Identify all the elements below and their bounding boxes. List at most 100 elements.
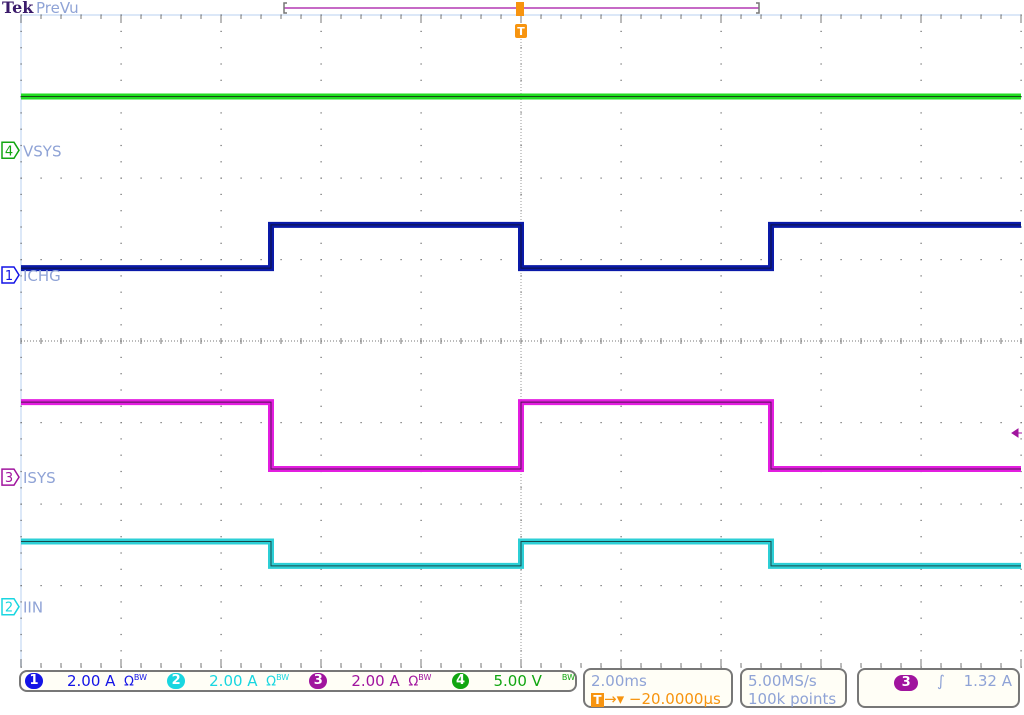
grid-dot <box>520 193 522 195</box>
grid-dot <box>920 405 922 407</box>
grid-dot <box>360 503 362 505</box>
grid-dot <box>640 177 642 179</box>
grid-dot <box>280 422 282 424</box>
grid-dot <box>720 422 722 424</box>
grid-dot <box>220 210 222 212</box>
grid-dot <box>600 177 602 179</box>
grid-dot <box>20 177 22 179</box>
grid-dot <box>20 519 22 521</box>
grid-dot <box>640 259 642 261</box>
grid-dot <box>800 503 802 505</box>
channel-3-badge[interactable]: 3 <box>309 673 328 689</box>
grid-dot <box>60 422 62 424</box>
channel-3-ground-marker[interactable]: 3 <box>1 468 20 486</box>
grid-dot <box>320 79 322 81</box>
timebase-readout[interactable]: 2.00ms T →▾ −20.0000µs <box>583 668 733 708</box>
grid-dot <box>920 275 922 277</box>
channel-2-ground-marker[interactable]: 2 <box>1 597 20 616</box>
grid-dot <box>820 389 822 391</box>
grid-dot <box>720 519 722 521</box>
grid-dot <box>420 633 422 636</box>
grid-dot <box>920 242 922 244</box>
grid-dot <box>220 291 222 293</box>
grid-dot <box>320 210 322 212</box>
grid-dot <box>1000 177 1002 179</box>
grid-dot <box>500 259 502 261</box>
grid-dot <box>720 177 722 179</box>
grid-dot <box>760 177 762 179</box>
grid-dot <box>720 666 722 668</box>
grid-dot <box>420 405 422 407</box>
grid-dot <box>20 585 22 587</box>
grid-dot <box>620 193 622 195</box>
grid-dot <box>140 177 142 179</box>
channel-2-badge[interactable]: 2 <box>167 673 186 689</box>
grid-dot <box>720 503 722 505</box>
channel-1-ground-marker[interactable]: 1 <box>1 266 20 284</box>
grid-dot <box>760 422 762 424</box>
grid-dot <box>620 210 622 212</box>
grid-dot <box>220 552 222 554</box>
grid-dot <box>1020 389 1022 391</box>
grid-dot <box>20 226 22 228</box>
grid-dot <box>120 454 122 456</box>
grid-dot <box>120 275 122 277</box>
grid-dot <box>160 422 162 424</box>
grid-dot <box>380 585 382 587</box>
grid-dot <box>260 259 262 261</box>
grid-dot <box>560 177 562 179</box>
channel-readout-bar[interactable]: 1 2.00 A ΩBW 2 2.00 A ΩBW 3 2.00 A ΩBW 4… <box>19 670 577 692</box>
svg-text:2: 2 <box>5 601 13 616</box>
grid-dot <box>780 259 782 261</box>
grid-dot <box>920 177 922 179</box>
grid-dot <box>220 161 222 163</box>
grid-dot <box>960 259 962 261</box>
grid-dot <box>820 161 822 163</box>
grid-dot <box>20 536 22 538</box>
grid-dot <box>20 454 22 456</box>
grid-dot <box>920 373 922 375</box>
grid-dot <box>540 503 542 505</box>
grid-dot <box>420 503 422 505</box>
grid-dot <box>1020 275 1022 277</box>
grid-dot <box>220 666 222 668</box>
grid-dot <box>120 177 122 179</box>
grid-dot <box>620 454 622 456</box>
grid-dot <box>400 422 402 424</box>
grid-dot <box>180 503 182 505</box>
grid-dot <box>120 259 122 261</box>
grid-dot <box>220 242 222 244</box>
channel-1-badge[interactable]: 1 <box>25 673 43 689</box>
grid-dot <box>540 259 542 261</box>
grid-dot <box>360 666 362 668</box>
grid-dot <box>280 585 282 587</box>
grid-dot <box>20 193 22 195</box>
grid-dot <box>1020 161 1022 163</box>
grid-dot <box>920 389 922 391</box>
grid-dot <box>920 259 922 261</box>
acquisition-readout[interactable]: 5.00MS/s 100k points <box>740 668 847 708</box>
grid-dot <box>620 487 622 489</box>
grid-dot <box>640 585 642 587</box>
grid-dot <box>820 30 822 32</box>
grid-dot <box>120 422 122 424</box>
grid-dot <box>520 112 522 114</box>
grid-dot <box>700 585 702 587</box>
grid-dot <box>320 47 322 49</box>
channel-4-badge[interactable]: 4 <box>451 673 470 689</box>
grid-dot <box>20 144 22 147</box>
grid-dot <box>500 666 502 668</box>
trigger-readout[interactable]: 3 ∫ 1.32 A <box>857 668 1020 708</box>
grid-dot <box>680 666 682 668</box>
channel-4-ground-marker[interactable]: 4 <box>1 141 20 159</box>
grid-dot <box>480 259 482 261</box>
grid-dot <box>820 650 822 652</box>
grid-dot <box>120 210 122 212</box>
grid-dot <box>160 666 162 668</box>
grid-dot <box>120 650 122 652</box>
grid-dot <box>100 422 102 424</box>
grid-dot <box>320 275 322 277</box>
channel-1-scale: 2.00 A <box>66 672 116 690</box>
grid-dot <box>500 422 502 424</box>
grid-dot <box>440 177 442 179</box>
